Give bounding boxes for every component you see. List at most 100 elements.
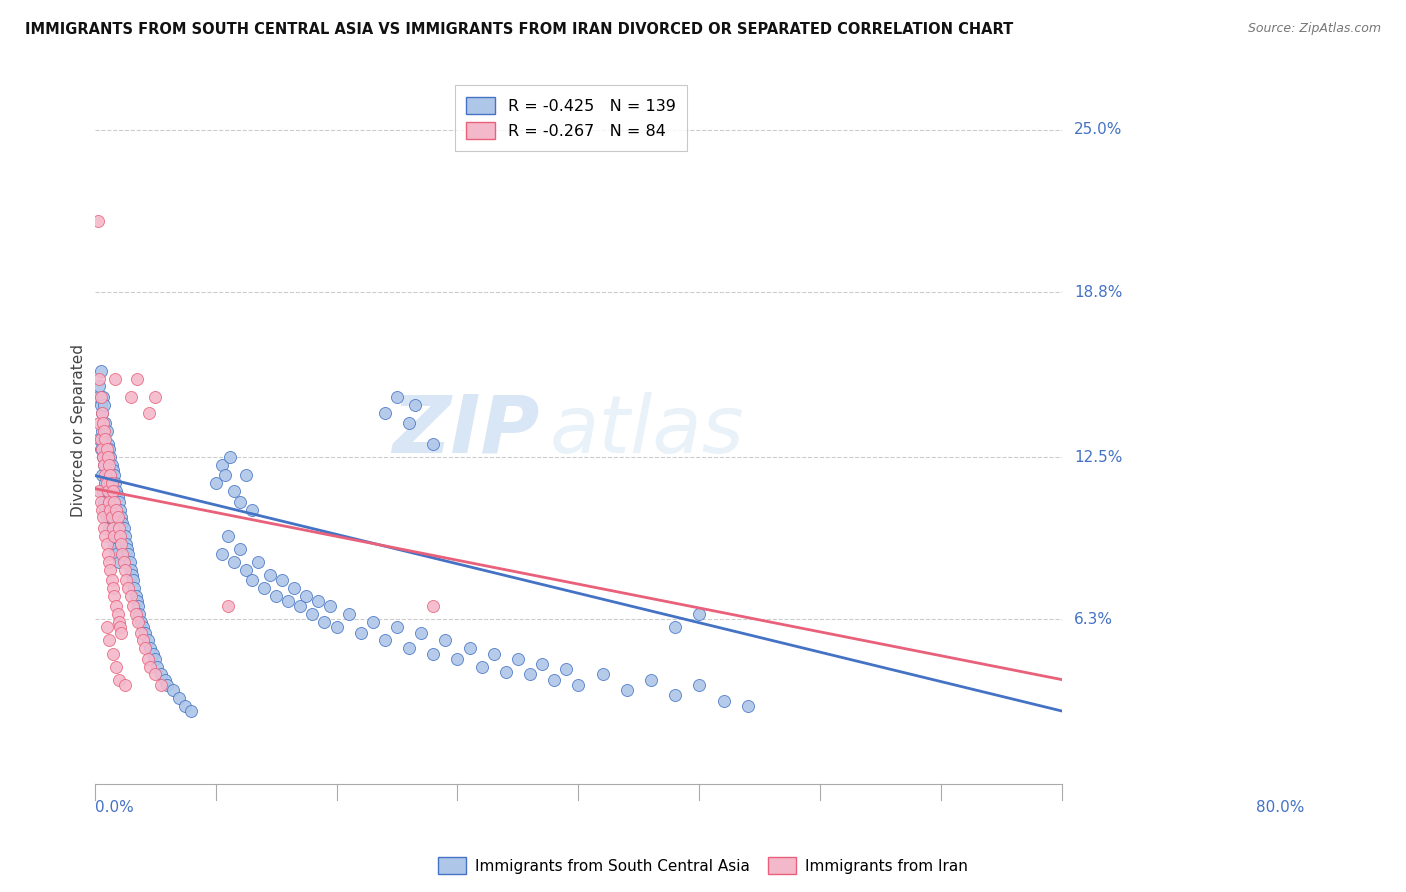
Point bbox=[107, 521, 129, 535]
Point bbox=[98, 502, 121, 516]
Point bbox=[398, 641, 420, 656]
Point bbox=[482, 647, 505, 661]
Point bbox=[98, 450, 121, 464]
Point bbox=[136, 652, 159, 666]
Point bbox=[90, 432, 112, 446]
Point bbox=[314, 615, 336, 629]
Point bbox=[97, 450, 120, 464]
Point bbox=[105, 547, 128, 561]
Point bbox=[235, 468, 257, 483]
Point bbox=[91, 416, 114, 430]
Point bbox=[143, 390, 166, 404]
Point bbox=[555, 662, 578, 676]
Point bbox=[108, 620, 131, 634]
Point bbox=[204, 476, 226, 491]
Point bbox=[98, 442, 121, 457]
Point bbox=[110, 625, 132, 640]
Point bbox=[104, 476, 127, 491]
Point bbox=[167, 691, 190, 706]
Point bbox=[89, 416, 111, 430]
Point bbox=[118, 555, 141, 569]
Point bbox=[277, 594, 299, 608]
Point bbox=[87, 390, 110, 404]
Point bbox=[290, 599, 312, 614]
Point bbox=[96, 510, 118, 524]
Point bbox=[93, 458, 115, 472]
Point bbox=[107, 521, 129, 535]
Point bbox=[127, 599, 149, 614]
Point bbox=[129, 625, 152, 640]
Point bbox=[89, 432, 111, 446]
Point bbox=[122, 573, 145, 587]
Point bbox=[93, 432, 115, 446]
Point bbox=[98, 521, 121, 535]
Legend: R = -0.425   N = 139, R = -0.267   N = 84: R = -0.425 N = 139, R = -0.267 N = 84 bbox=[456, 86, 686, 151]
Point bbox=[103, 536, 125, 550]
Point bbox=[385, 620, 408, 634]
Point bbox=[156, 678, 179, 692]
Point bbox=[398, 416, 420, 430]
Point bbox=[107, 490, 129, 504]
Point bbox=[97, 437, 120, 451]
Point bbox=[301, 607, 323, 622]
Text: 25.0%: 25.0% bbox=[1074, 122, 1122, 137]
Point bbox=[229, 541, 252, 556]
Point bbox=[506, 652, 529, 666]
Text: atlas: atlas bbox=[550, 392, 744, 470]
Point bbox=[90, 442, 112, 457]
Point bbox=[97, 463, 120, 477]
Point bbox=[96, 620, 118, 634]
Point bbox=[89, 371, 111, 385]
Point bbox=[253, 581, 276, 595]
Point bbox=[112, 521, 135, 535]
Point bbox=[93, 494, 115, 508]
Point bbox=[107, 510, 129, 524]
Point bbox=[214, 468, 236, 483]
Point bbox=[91, 390, 114, 404]
Point bbox=[713, 693, 735, 707]
Point bbox=[100, 521, 122, 535]
Point bbox=[264, 589, 287, 603]
Point bbox=[94, 529, 117, 543]
Point bbox=[143, 667, 166, 681]
Point bbox=[98, 510, 121, 524]
Point bbox=[104, 541, 127, 556]
Point bbox=[100, 510, 122, 524]
Point bbox=[90, 502, 112, 516]
Point bbox=[111, 547, 134, 561]
Point bbox=[105, 502, 128, 516]
Point bbox=[139, 641, 162, 656]
Point bbox=[146, 659, 169, 673]
Point bbox=[94, 416, 117, 430]
Point bbox=[90, 494, 112, 508]
Text: IMMIGRANTS FROM SOUTH CENTRAL ASIA VS IMMIGRANTS FROM IRAN DIVORCED OR SEPARATED: IMMIGRANTS FROM SOUTH CENTRAL ASIA VS IM… bbox=[25, 22, 1014, 37]
Point bbox=[283, 581, 305, 595]
Point bbox=[217, 529, 239, 543]
Point bbox=[240, 502, 263, 516]
Point bbox=[107, 494, 129, 508]
Text: 0.0%: 0.0% bbox=[94, 800, 134, 815]
Point bbox=[134, 641, 156, 656]
Point bbox=[616, 683, 638, 698]
Point bbox=[350, 625, 373, 640]
Point bbox=[114, 563, 136, 577]
Point bbox=[103, 529, 125, 543]
Point bbox=[129, 615, 152, 629]
Point bbox=[422, 647, 444, 661]
Point bbox=[94, 468, 117, 483]
Point bbox=[229, 494, 252, 508]
Point bbox=[98, 555, 121, 569]
Point bbox=[458, 641, 481, 656]
Point bbox=[101, 490, 124, 504]
Text: 6.3%: 6.3% bbox=[1074, 612, 1114, 627]
Point bbox=[519, 667, 541, 681]
Point bbox=[105, 659, 128, 673]
Point bbox=[91, 510, 114, 524]
Point bbox=[114, 678, 136, 692]
Point bbox=[125, 371, 148, 385]
Point bbox=[101, 529, 124, 543]
Point bbox=[246, 555, 269, 569]
Point bbox=[211, 458, 233, 472]
Point bbox=[98, 563, 121, 577]
Point bbox=[111, 516, 134, 530]
